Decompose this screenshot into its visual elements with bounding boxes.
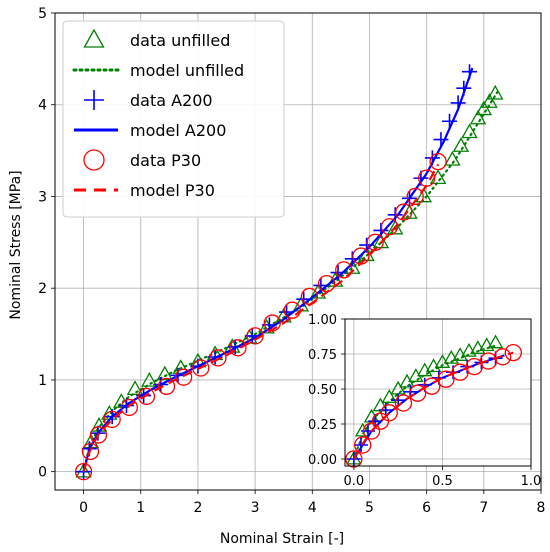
inset-point-data-unfilled — [354, 422, 371, 437]
point-data-unfilled — [386, 219, 404, 235]
main-x-tick-label: 0 — [79, 500, 88, 516]
inset-point-data-p30 — [504, 343, 522, 362]
point-data-unfilled — [469, 109, 487, 125]
point-data-p30 — [137, 387, 156, 406]
inset-line-model-unfilled — [352, 344, 497, 460]
legend-item-model-unfilled: model unfilled — [72, 61, 244, 80]
point-data-p30 — [157, 377, 176, 395]
point-data-unfilled — [415, 187, 433, 203]
main-x-tick-label: 2 — [193, 500, 202, 516]
point-data-p30 — [335, 261, 353, 279]
line-model-p30 — [82, 163, 440, 473]
legend-label-data-unfilled: data unfilled — [130, 31, 230, 50]
inset-point-data-p30 — [354, 436, 372, 454]
point-data-p30 — [209, 349, 227, 367]
main-y-tick-label: 0 — [38, 465, 47, 481]
legend-marker-data-unfilled — [83, 28, 105, 48]
main-x-tick-label: 5 — [365, 500, 374, 516]
inset-series-model-p30 — [353, 351, 514, 460]
point-data-p30 — [81, 442, 100, 461]
main-y-tick-label: 3 — [38, 189, 47, 205]
point-data-a200 — [387, 207, 403, 223]
point-data-p30 — [103, 410, 121, 429]
legend: data unfilled model unfilled data A200 mode… — [62, 20, 285, 218]
point-data-p30 — [174, 368, 193, 386]
inset-ticks: 0.0 0.5 1.0 0.00 0.25 0.50 0.75 1.00 — [308, 313, 541, 489]
inset-series-data-p30 — [345, 343, 522, 468]
legend-item-model-p30: model P30 — [74, 181, 215, 200]
legend-item-data-unfilled: data unfilled — [83, 28, 230, 50]
point-data-unfilled — [487, 84, 504, 100]
series-model-a200 — [82, 67, 474, 472]
legend-item-data-a200: data A200 — [84, 90, 213, 110]
main-x-tick-label: 4 — [308, 500, 317, 516]
point-data-p30 — [74, 463, 93, 481]
inset-axes-frame — [344, 318, 532, 467]
point-data-unfilled — [156, 365, 174, 381]
main-y-tick-label: 5 — [38, 6, 47, 22]
series-data-p30 — [74, 152, 447, 481]
point-data-p30 — [192, 359, 210, 377]
inset-x-tick-label: 1.0 — [521, 474, 542, 489]
point-data-p30 — [229, 339, 247, 357]
legend-label-model-unfilled: model unfilled — [130, 61, 244, 80]
inset-series-model-unfilled — [352, 344, 497, 460]
inset-point-data-unfilled — [487, 334, 504, 349]
inset-plot: 0.0 0.5 1.0 0.00 0.25 0.50 0.75 1.00 — [308, 313, 541, 489]
legend-item-data-p30: data P30 — [83, 149, 201, 171]
point-data-p30 — [120, 398, 138, 417]
y-axis-label: Nominal Stress [MPa] — [8, 170, 24, 319]
inset-point-data-p30 — [380, 404, 398, 422]
main-x-tick-label: 3 — [251, 500, 260, 516]
legend-label-model-a200: model A200 — [130, 121, 226, 140]
inset-y-tick-label: 0.00 — [308, 453, 337, 468]
main-axes-frame — [54, 12, 542, 491]
inset-y-tick-label: 0.75 — [308, 348, 337, 363]
inset-point-data-p30 — [362, 422, 381, 440]
x-axis-label: Nominal Strain [-] — [220, 531, 344, 547]
main-y-tick-label: 4 — [38, 98, 47, 114]
inset-point-data-p30 — [408, 384, 427, 402]
legend-label-data-p30: data P30 — [130, 151, 201, 170]
point-data-p30 — [406, 187, 424, 206]
point-data-unfilled — [141, 372, 158, 387]
inset-y-tick-label: 0.25 — [308, 418, 337, 433]
main-y-tick-label: 1 — [38, 373, 47, 389]
main-x-tick-label: 6 — [422, 500, 431, 516]
point-data-p30 — [429, 152, 447, 171]
inset-point-data-p30 — [394, 394, 413, 412]
point-data-p30 — [395, 203, 413, 221]
main-x-tick-label: 7 — [479, 500, 488, 516]
series-model-p30 — [82, 163, 440, 473]
inset-y-tick-label: 1.00 — [308, 313, 337, 328]
legend-marker-data-a200 — [84, 90, 104, 110]
legend-item-model-a200: model A200 — [74, 121, 226, 140]
point-data-p30 — [263, 314, 281, 332]
main-ticks: 0 1 2 3 4 5 6 7 8 0 1 2 3 4 5 — [38, 6, 545, 516]
line-model-a200 — [82, 67, 474, 472]
inset-point-data-p30 — [494, 348, 512, 366]
legend-label-model-p30: model P30 — [130, 181, 215, 200]
point-data-p30 — [380, 218, 399, 236]
inset-point-data-a200 — [346, 452, 361, 466]
inset-point-data-p30 — [423, 377, 441, 395]
inset-series — [345, 334, 522, 468]
main-x-tick-label: 8 — [537, 500, 546, 516]
inset-point-data-a200 — [353, 438, 368, 452]
inset-x-tick-label: 0.0 — [344, 474, 365, 489]
point-data-unfilled — [126, 380, 144, 395]
legend-label-data-a200: data A200 — [130, 91, 213, 110]
point-data-p30 — [89, 426, 108, 444]
main-series — [74, 64, 504, 481]
main-y-tick-label: 2 — [38, 281, 47, 297]
inset-x-tick-label: 0.5 — [432, 474, 453, 489]
point-data-unfilled — [481, 93, 498, 108]
inset-background — [345, 319, 531, 466]
inset-y-tick-label: 0.50 — [308, 383, 337, 398]
inset-line-model-p30 — [353, 351, 514, 460]
legend-marker-data-p30 — [83, 149, 105, 171]
main-x-tick-label: 1 — [136, 500, 145, 516]
